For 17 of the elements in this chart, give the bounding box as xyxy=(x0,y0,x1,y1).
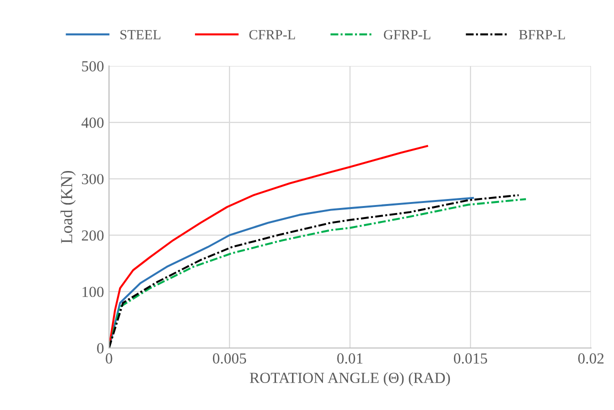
x-tick-label: 0 xyxy=(106,353,112,364)
y-tick-label: 0 xyxy=(97,343,104,354)
legend-label: BFRP-L xyxy=(519,30,565,40)
y-axis-title: Load (KN) xyxy=(60,170,76,244)
x-tick-label: 0.01 xyxy=(337,353,362,364)
y-tick-label: 500 xyxy=(82,61,104,72)
legend-label: STEEL xyxy=(120,30,160,40)
x-axis-title: ROTATION ANGLE (Θ) (RAD) xyxy=(250,372,450,386)
legend-label: GFRP-L xyxy=(384,30,430,40)
legend-label: CFRP-L xyxy=(249,30,295,40)
y-tick-label: 200 xyxy=(82,230,104,241)
x-tick-label: 0.005 xyxy=(212,353,246,364)
y-tick-label: 300 xyxy=(82,174,104,184)
y-tick-label: 400 xyxy=(82,118,104,128)
y-tick-label: 100 xyxy=(82,286,104,298)
x-tick-label: 0.02 xyxy=(578,353,604,364)
x-tick-label: 0.015 xyxy=(454,353,488,364)
